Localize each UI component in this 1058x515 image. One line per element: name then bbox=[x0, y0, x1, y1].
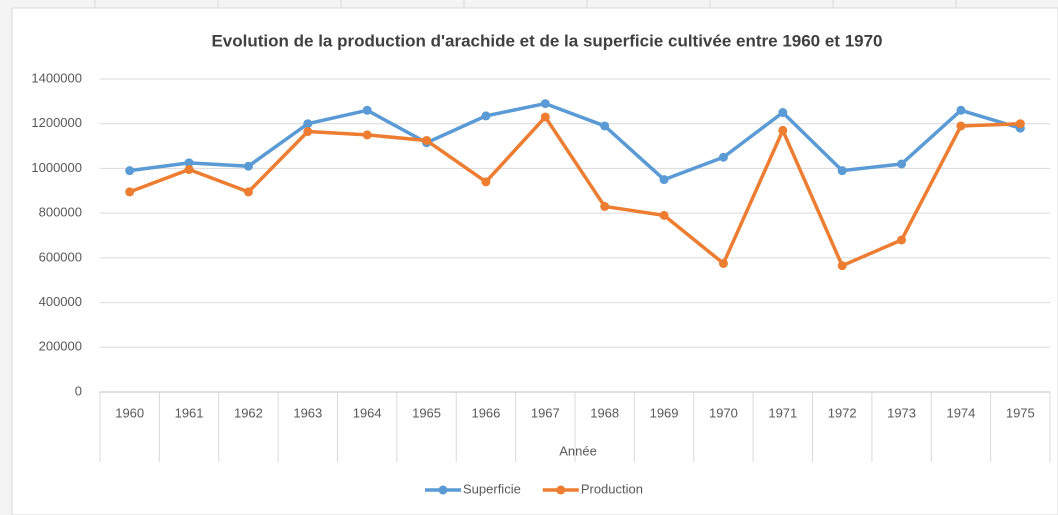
data-point bbox=[778, 108, 788, 118]
data-point bbox=[481, 177, 491, 187]
x-tick-label: 1961 bbox=[175, 405, 204, 420]
data-point bbox=[303, 127, 313, 137]
series-line bbox=[129, 101, 1021, 182]
y-tick-label: 800000 bbox=[39, 205, 82, 220]
x-tick-label: 1975 bbox=[1006, 405, 1035, 420]
data-point bbox=[897, 159, 907, 169]
x-axis-title: Année bbox=[559, 443, 597, 458]
y-tick-label: 600000 bbox=[39, 249, 82, 264]
x-tick-label: 1962 bbox=[234, 405, 263, 420]
data-point bbox=[422, 135, 432, 145]
x-tick-label: 1970 bbox=[709, 405, 738, 420]
x-tick-label: 1963 bbox=[293, 405, 322, 420]
x-tick-label: 1972 bbox=[828, 405, 857, 420]
data-point bbox=[184, 158, 194, 168]
data-point bbox=[659, 210, 669, 220]
data-point bbox=[362, 105, 372, 115]
data-point bbox=[600, 121, 610, 131]
x-tick-label: 1971 bbox=[768, 405, 797, 420]
data-point bbox=[362, 130, 372, 140]
data-point bbox=[243, 161, 253, 171]
data-point bbox=[956, 105, 966, 115]
data-point bbox=[837, 261, 847, 271]
legend-label: Production bbox=[581, 481, 643, 496]
data-point bbox=[837, 166, 847, 176]
sheet-gridlines bbox=[94, 0, 957, 8]
x-tick-label: 1964 bbox=[353, 405, 382, 420]
series-line bbox=[129, 115, 1021, 268]
y-tick-label: 200000 bbox=[39, 339, 82, 354]
x-tick-label: 1960 bbox=[115, 405, 144, 420]
x-tick-label: 1967 bbox=[531, 405, 560, 420]
legend-label: Superficie bbox=[463, 481, 521, 496]
data-point bbox=[540, 112, 550, 122]
x-tick-label: 1965 bbox=[412, 405, 441, 420]
data-point bbox=[778, 125, 788, 135]
data-point bbox=[600, 201, 610, 211]
legend-marker bbox=[438, 485, 448, 495]
y-tick-label: 1200000 bbox=[31, 115, 82, 130]
chart-area bbox=[11, 7, 1058, 515]
data-point bbox=[243, 187, 253, 197]
chart-title: Evolution de la production d'arachide et… bbox=[211, 31, 882, 50]
data-point bbox=[1015, 119, 1025, 129]
data-point bbox=[481, 111, 491, 121]
x-tick-label: 1974 bbox=[946, 405, 975, 420]
x-tick-label: 1973 bbox=[887, 405, 916, 420]
x-tick-label: 1968 bbox=[590, 405, 619, 420]
data-point bbox=[956, 121, 966, 131]
data-point bbox=[718, 152, 728, 162]
y-tick-label: 1400000 bbox=[31, 70, 82, 85]
data-point bbox=[303, 119, 313, 129]
x-tick-label: 1969 bbox=[650, 405, 679, 420]
data-point bbox=[659, 175, 669, 185]
y-tick-label: 0 bbox=[75, 383, 82, 398]
data-point bbox=[718, 258, 728, 268]
y-tick-label: 400000 bbox=[39, 294, 82, 309]
data-point bbox=[125, 187, 135, 197]
y-tick-label: 1000000 bbox=[31, 160, 82, 175]
data-point bbox=[897, 235, 907, 245]
x-tick-label: 1966 bbox=[471, 405, 500, 420]
data-point bbox=[184, 165, 194, 175]
legend-marker bbox=[556, 485, 566, 495]
data-point bbox=[125, 166, 135, 176]
data-point bbox=[540, 99, 550, 109]
